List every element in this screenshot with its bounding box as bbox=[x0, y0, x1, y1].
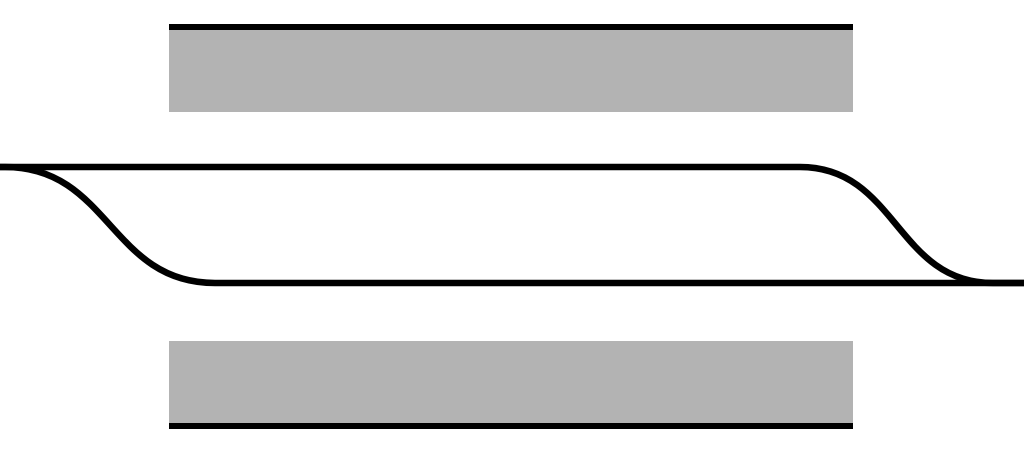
bottom-plate-body bbox=[169, 341, 853, 423]
top-plate-body bbox=[169, 30, 853, 112]
lower-wire-path bbox=[0, 163, 1024, 287]
